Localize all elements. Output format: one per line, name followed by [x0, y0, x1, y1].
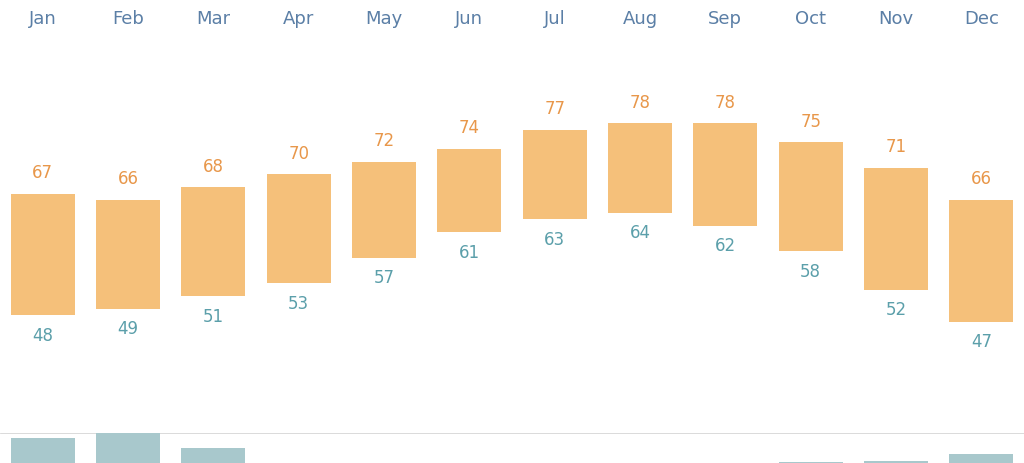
Text: Jan: Jan — [29, 10, 56, 27]
FancyBboxPatch shape — [181, 448, 246, 463]
FancyBboxPatch shape — [608, 123, 672, 213]
FancyBboxPatch shape — [96, 200, 160, 309]
FancyBboxPatch shape — [10, 438, 75, 463]
FancyBboxPatch shape — [778, 142, 843, 251]
Text: 57: 57 — [374, 269, 394, 287]
Text: 74: 74 — [459, 119, 480, 137]
Text: Jul: Jul — [544, 10, 565, 27]
Text: 51: 51 — [203, 308, 224, 325]
FancyBboxPatch shape — [864, 168, 928, 290]
FancyBboxPatch shape — [10, 194, 75, 315]
Text: 78: 78 — [630, 94, 650, 112]
Text: 66: 66 — [118, 170, 138, 188]
Text: Dec: Dec — [964, 10, 998, 27]
Text: Nov: Nov — [879, 10, 913, 27]
FancyBboxPatch shape — [778, 462, 843, 463]
Text: 71: 71 — [886, 138, 906, 156]
Text: 63: 63 — [544, 231, 565, 249]
Text: 58: 58 — [800, 263, 821, 281]
Text: 72: 72 — [374, 132, 394, 150]
Text: Mar: Mar — [197, 10, 230, 27]
FancyBboxPatch shape — [693, 123, 758, 225]
FancyBboxPatch shape — [352, 162, 416, 257]
Text: Apr: Apr — [283, 10, 314, 27]
Text: 61: 61 — [459, 244, 480, 262]
Text: 49: 49 — [118, 320, 138, 338]
FancyBboxPatch shape — [181, 187, 246, 296]
Text: 68: 68 — [203, 157, 224, 175]
Text: 66: 66 — [971, 170, 992, 188]
Text: Feb: Feb — [112, 10, 144, 27]
Text: 48: 48 — [32, 327, 53, 345]
Text: 70: 70 — [288, 145, 309, 163]
Text: 78: 78 — [715, 94, 736, 112]
FancyBboxPatch shape — [949, 200, 1014, 322]
FancyBboxPatch shape — [949, 454, 1014, 463]
FancyBboxPatch shape — [437, 149, 502, 232]
Text: Aug: Aug — [623, 10, 657, 27]
Text: 62: 62 — [715, 237, 736, 255]
FancyBboxPatch shape — [864, 461, 928, 463]
FancyBboxPatch shape — [266, 175, 331, 283]
Text: Oct: Oct — [796, 10, 826, 27]
Text: Jun: Jun — [456, 10, 483, 27]
Text: Sep: Sep — [709, 10, 742, 27]
Text: 77: 77 — [544, 100, 565, 118]
Text: 75: 75 — [800, 113, 821, 131]
Text: 53: 53 — [288, 295, 309, 313]
Text: 47: 47 — [971, 333, 992, 351]
Text: 52: 52 — [886, 301, 906, 319]
FancyBboxPatch shape — [522, 130, 587, 219]
Text: 64: 64 — [630, 225, 650, 243]
Text: May: May — [366, 10, 402, 27]
FancyBboxPatch shape — [96, 433, 160, 463]
Text: 67: 67 — [32, 164, 53, 182]
